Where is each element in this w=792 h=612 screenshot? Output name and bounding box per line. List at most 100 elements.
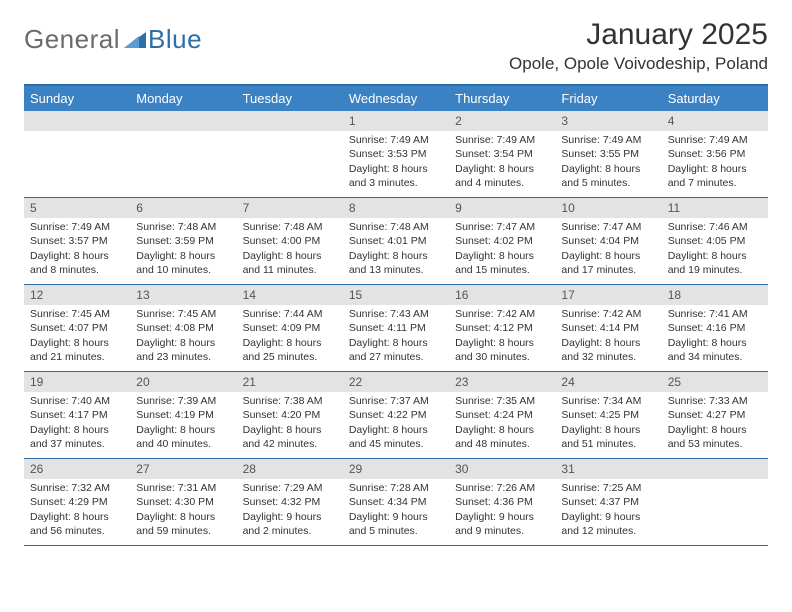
day-cell: 21Sunrise: 7:38 AMSunset: 4:20 PMDayligh… bbox=[237, 372, 343, 458]
day-number: 10 bbox=[555, 198, 661, 218]
day-number: 5 bbox=[24, 198, 130, 218]
day-line: and 8 minutes. bbox=[30, 263, 124, 277]
day-body bbox=[662, 481, 768, 485]
day-cell: 2Sunrise: 7:49 AMSunset: 3:54 PMDaylight… bbox=[449, 111, 555, 197]
day-line: Sunset: 4:02 PM bbox=[455, 234, 549, 248]
day-line: Sunrise: 7:38 AM bbox=[243, 394, 337, 408]
day-body: Sunrise: 7:44 AMSunset: 4:09 PMDaylight:… bbox=[237, 307, 343, 368]
day-line: Sunrise: 7:49 AM bbox=[455, 133, 549, 147]
day-line: and 2 minutes. bbox=[243, 524, 337, 538]
day-line: Sunrise: 7:49 AM bbox=[349, 133, 443, 147]
day-line: Sunrise: 7:32 AM bbox=[30, 481, 124, 495]
day-line: and 45 minutes. bbox=[349, 437, 443, 451]
day-line: and 42 minutes. bbox=[243, 437, 337, 451]
day-line: and 30 minutes. bbox=[455, 350, 549, 364]
week-row: 26Sunrise: 7:32 AMSunset: 4:29 PMDayligh… bbox=[24, 459, 768, 546]
day-line: and 23 minutes. bbox=[136, 350, 230, 364]
day-number: 9 bbox=[449, 198, 555, 218]
day-number: 8 bbox=[343, 198, 449, 218]
day-number: 27 bbox=[130, 459, 236, 479]
week-row: 12Sunrise: 7:45 AMSunset: 4:07 PMDayligh… bbox=[24, 285, 768, 372]
day-number: 25 bbox=[662, 372, 768, 392]
day-line: and 5 minutes. bbox=[349, 524, 443, 538]
day-line: and 15 minutes. bbox=[455, 263, 549, 277]
day-body: Sunrise: 7:25 AMSunset: 4:37 PMDaylight:… bbox=[555, 481, 661, 542]
day-header-row: SundayMondayTuesdayWednesdayThursdayFrid… bbox=[24, 86, 768, 111]
day-line: Daylight: 8 hours bbox=[243, 336, 337, 350]
day-line: Daylight: 8 hours bbox=[243, 249, 337, 263]
day-line: Sunset: 4:24 PM bbox=[455, 408, 549, 422]
day-line: Sunset: 4:19 PM bbox=[136, 408, 230, 422]
day-line: Sunrise: 7:45 AM bbox=[136, 307, 230, 321]
day-body: Sunrise: 7:33 AMSunset: 4:27 PMDaylight:… bbox=[662, 394, 768, 455]
day-line: Sunset: 4:14 PM bbox=[561, 321, 655, 335]
day-body: Sunrise: 7:46 AMSunset: 4:05 PMDaylight:… bbox=[662, 220, 768, 281]
day-line: and 40 minutes. bbox=[136, 437, 230, 451]
day-header: Tuesday bbox=[237, 86, 343, 111]
day-body: Sunrise: 7:42 AMSunset: 4:14 PMDaylight:… bbox=[555, 307, 661, 368]
day-cell: 22Sunrise: 7:37 AMSunset: 4:22 PMDayligh… bbox=[343, 372, 449, 458]
day-number: . bbox=[662, 459, 768, 479]
week-row: 5Sunrise: 7:49 AMSunset: 3:57 PMDaylight… bbox=[24, 198, 768, 285]
day-body: Sunrise: 7:43 AMSunset: 4:11 PMDaylight:… bbox=[343, 307, 449, 368]
day-body: Sunrise: 7:49 AMSunset: 3:56 PMDaylight:… bbox=[662, 133, 768, 194]
day-line: and 56 minutes. bbox=[30, 524, 124, 538]
day-cell: 30Sunrise: 7:26 AMSunset: 4:36 PMDayligh… bbox=[449, 459, 555, 545]
day-line: and 3 minutes. bbox=[349, 176, 443, 190]
day-number: 20 bbox=[130, 372, 236, 392]
day-body: Sunrise: 7:31 AMSunset: 4:30 PMDaylight:… bbox=[130, 481, 236, 542]
day-cell: 23Sunrise: 7:35 AMSunset: 4:24 PMDayligh… bbox=[449, 372, 555, 458]
day-cell: . bbox=[24, 111, 130, 197]
day-body: Sunrise: 7:37 AMSunset: 4:22 PMDaylight:… bbox=[343, 394, 449, 455]
logo-text-general: General bbox=[24, 24, 120, 55]
day-header: Saturday bbox=[662, 86, 768, 111]
day-line: and 59 minutes. bbox=[136, 524, 230, 538]
day-number: 30 bbox=[449, 459, 555, 479]
day-line: and 5 minutes. bbox=[561, 176, 655, 190]
day-cell: 26Sunrise: 7:32 AMSunset: 4:29 PMDayligh… bbox=[24, 459, 130, 545]
day-cell: 16Sunrise: 7:42 AMSunset: 4:12 PMDayligh… bbox=[449, 285, 555, 371]
day-line: Sunset: 4:25 PM bbox=[561, 408, 655, 422]
day-line: Daylight: 8 hours bbox=[668, 423, 762, 437]
day-body: Sunrise: 7:26 AMSunset: 4:36 PMDaylight:… bbox=[449, 481, 555, 542]
day-number: 21 bbox=[237, 372, 343, 392]
day-line: Daylight: 8 hours bbox=[349, 249, 443, 263]
day-cell: 11Sunrise: 7:46 AMSunset: 4:05 PMDayligh… bbox=[662, 198, 768, 284]
day-body: Sunrise: 7:35 AMSunset: 4:24 PMDaylight:… bbox=[449, 394, 555, 455]
day-body: Sunrise: 7:42 AMSunset: 4:12 PMDaylight:… bbox=[449, 307, 555, 368]
day-line: Daylight: 8 hours bbox=[455, 162, 549, 176]
day-line: and 48 minutes. bbox=[455, 437, 549, 451]
day-line: Daylight: 8 hours bbox=[668, 162, 762, 176]
day-line: Sunset: 4:16 PM bbox=[668, 321, 762, 335]
day-body: Sunrise: 7:48 AMSunset: 3:59 PMDaylight:… bbox=[130, 220, 236, 281]
day-line: Sunrise: 7:40 AM bbox=[30, 394, 124, 408]
day-header: Wednesday bbox=[343, 86, 449, 111]
day-number: 14 bbox=[237, 285, 343, 305]
day-line: Sunrise: 7:39 AM bbox=[136, 394, 230, 408]
day-cell: 29Sunrise: 7:28 AMSunset: 4:34 PMDayligh… bbox=[343, 459, 449, 545]
day-line: Sunrise: 7:29 AM bbox=[243, 481, 337, 495]
day-line: Sunset: 3:54 PM bbox=[455, 147, 549, 161]
day-body: Sunrise: 7:49 AMSunset: 3:53 PMDaylight:… bbox=[343, 133, 449, 194]
day-line: Sunset: 4:20 PM bbox=[243, 408, 337, 422]
day-line: and 27 minutes. bbox=[349, 350, 443, 364]
logo-triangle-icon bbox=[124, 30, 146, 48]
day-line: and 17 minutes. bbox=[561, 263, 655, 277]
day-line: Daylight: 8 hours bbox=[561, 249, 655, 263]
day-line: Sunset: 4:27 PM bbox=[668, 408, 762, 422]
day-line: Sunset: 3:57 PM bbox=[30, 234, 124, 248]
day-body bbox=[130, 133, 236, 137]
day-number: 18 bbox=[662, 285, 768, 305]
day-line: Sunset: 4:36 PM bbox=[455, 495, 549, 509]
day-line: Daylight: 8 hours bbox=[668, 336, 762, 350]
day-cell: . bbox=[130, 111, 236, 197]
day-body: Sunrise: 7:48 AMSunset: 4:00 PMDaylight:… bbox=[237, 220, 343, 281]
day-number: . bbox=[237, 111, 343, 131]
day-number: 7 bbox=[237, 198, 343, 218]
day-line: Sunrise: 7:44 AM bbox=[243, 307, 337, 321]
day-line: and 34 minutes. bbox=[668, 350, 762, 364]
day-line: Daylight: 8 hours bbox=[30, 249, 124, 263]
day-cell: 27Sunrise: 7:31 AMSunset: 4:30 PMDayligh… bbox=[130, 459, 236, 545]
day-line: and 13 minutes. bbox=[349, 263, 443, 277]
day-number: . bbox=[24, 111, 130, 131]
